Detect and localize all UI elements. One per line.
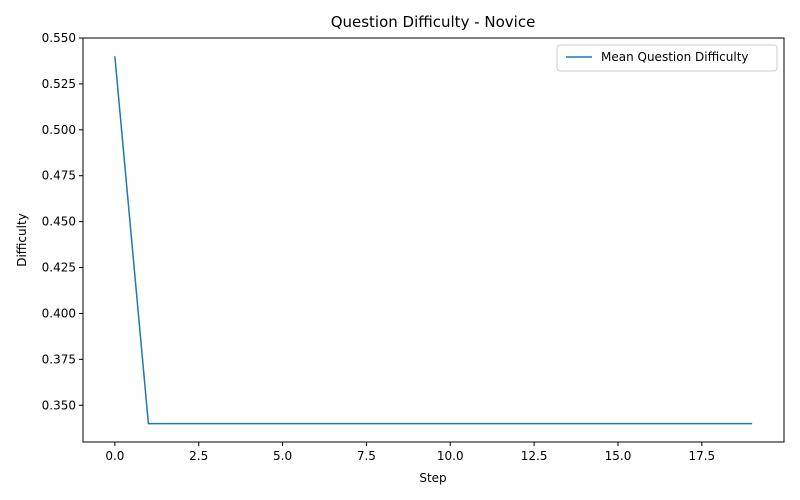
x-axis-ticks: 0.0 2.5 5.0 7.5 10.0 12.5 15.0 17.5 xyxy=(105,442,715,463)
axes-background xyxy=(83,38,784,442)
x-tick-label: 7.5 xyxy=(357,449,376,463)
y-axis-ticks: 0.350 0.375 0.400 0.425 0.450 0.475 0.500 0.525… xyxy=(42,31,83,412)
y-tick-label: 0.450 xyxy=(42,215,76,229)
y-axis-label: Difficulty xyxy=(15,213,29,267)
x-axis-label: Step xyxy=(419,471,446,485)
x-tick-label: 10.0 xyxy=(437,449,464,463)
y-tick-label: 0.375 xyxy=(42,352,76,366)
y-tick-label: 0.425 xyxy=(42,261,76,275)
x-tick-label: 15.0 xyxy=(605,449,632,463)
series-layer xyxy=(114,56,753,425)
y-tick-label: 0.550 xyxy=(42,31,76,45)
legend: Mean Question Difficulty xyxy=(556,44,778,72)
series-line-mean-question-difficulty xyxy=(114,56,753,425)
legend-box xyxy=(556,44,778,72)
x-tick-label: 12.5 xyxy=(521,449,548,463)
y-tick-label: 0.475 xyxy=(42,169,76,183)
x-tick-label: 2.5 xyxy=(189,449,208,463)
y-tick-label: 0.500 xyxy=(42,123,76,137)
legend-label-mean-question-difficulty: Mean Question Difficulty xyxy=(601,50,749,64)
y-tick-label: 0.350 xyxy=(42,398,76,412)
x-tick-label: 0.0 xyxy=(105,449,124,463)
x-tick-label: 5.0 xyxy=(273,449,292,463)
y-tick-label: 0.400 xyxy=(42,306,76,320)
x-tick-label: 17.5 xyxy=(688,449,715,463)
plot-area: 0.0 2.5 5.0 7.5 10.0 12.5 15.0 17.5 0.3500.3750… xyxy=(42,31,785,463)
axes-frame xyxy=(82,37,785,443)
y-tick-label: 0.525 xyxy=(42,77,76,91)
chart-title: Question Difficulty - Novice xyxy=(331,13,536,31)
